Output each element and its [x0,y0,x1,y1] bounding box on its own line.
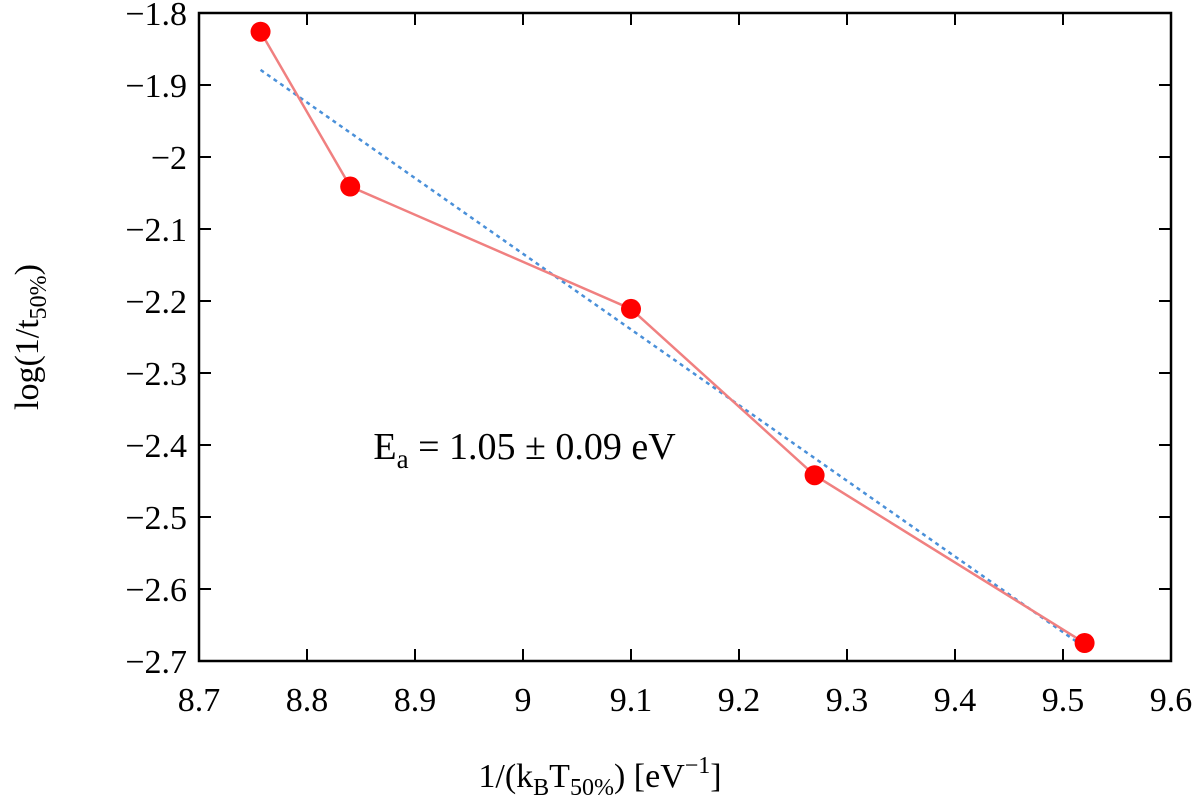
data-point [1074,633,1095,653]
y-tick-label: −2.7 [125,644,187,681]
data-line [259,31,1086,645]
y-tick-label: −2.2 [125,284,187,321]
x-tick-label: 9 [515,682,532,719]
x-axis-title: 1/(kBT50%) [eV−1] [478,753,721,801]
plot-frame [197,11,1173,663]
activation-energy-annotation: Ea = 1.05 ± 0.09 eV [373,426,676,474]
tick-labels: 8.7 8.8 8.9 9 9.1 9.2 9.3 9.4 9.5 9.6 −1.8 −1.9 −2 −2… [125,0,1192,719]
annotation-prefix: E [373,426,396,468]
y-tick-label: −1.8 [125,0,187,33]
data-point [804,465,825,486]
annotation-text: = 1.05 ± 0.09 eV [409,426,677,468]
x-tick-label: 9.4 [934,682,977,719]
y-tick-label: −2.5 [125,500,187,537]
y-tick-label: −2.3 [125,356,187,393]
series-layer [250,21,1095,653]
ticks [198,12,1172,662]
y-tick-label: −2.4 [125,428,187,465]
x-tick-label: 9.6 [1150,682,1193,719]
x-tick-label: 9.1 [610,682,653,719]
y-tick-label: −1.9 [125,68,187,105]
x-tick-label: 8.9 [394,682,437,719]
y-tick-label: −2 [151,140,187,177]
x-tick-label: 9.3 [826,682,869,719]
data-point [250,21,271,42]
data-point [340,176,361,197]
x-tick-label: 8.8 [286,682,329,719]
data-point [621,298,641,319]
y-tick-label: −2.6 [125,572,187,609]
y-axis-title: log(1/t50%) [9,264,52,410]
x-tick-label: 8.7 [178,682,221,719]
fit-line [259,68,1086,649]
annotation-subscript: a [397,444,409,474]
x-tick-label: 9.5 [1042,682,1085,719]
y-tick-label: −2.1 [125,212,187,249]
x-tick-label: 9.2 [718,682,761,719]
